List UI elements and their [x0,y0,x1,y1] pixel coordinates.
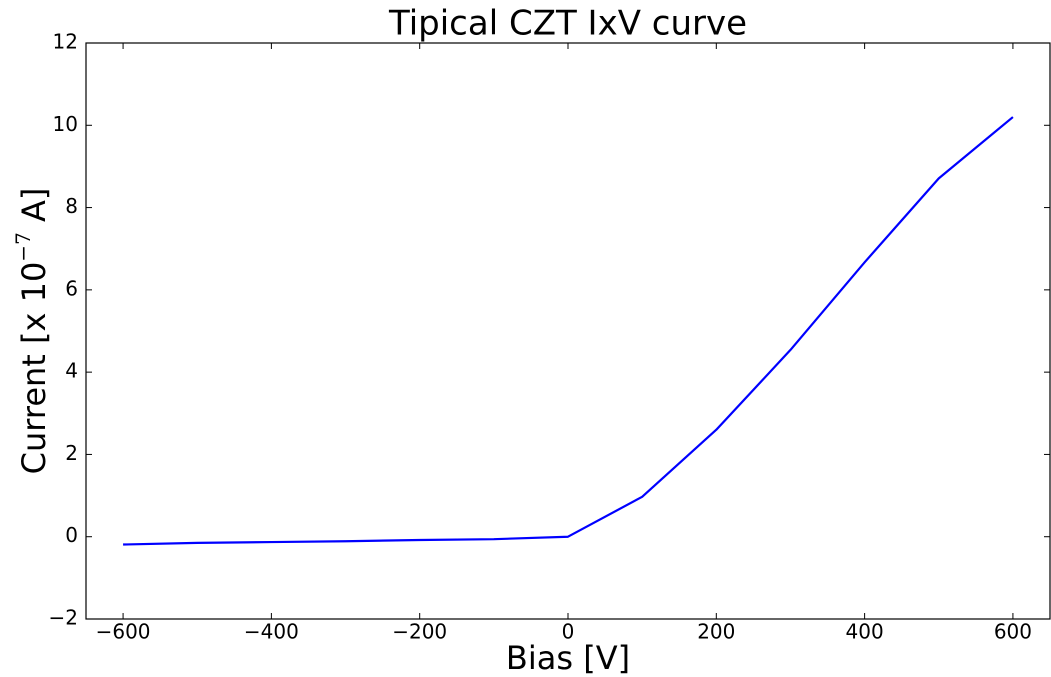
y-tick-label: 0 [65,523,78,547]
data-line [123,116,1014,546]
x-tick-label: −400 [244,620,299,644]
x-tick-label: 400 [846,620,884,644]
y-tick-label: 12 [53,30,78,54]
y-tick-label: 2 [65,441,78,465]
y-tick-label: −2 [49,606,78,630]
x-axis-label: Bias [V] [506,639,630,677]
x-tick-label: 200 [697,620,735,644]
y-tick-label: 8 [65,194,78,218]
y-axis-label: Current [x 10−7 A] [11,188,54,475]
x-tick-label: −600 [96,620,151,644]
x-tick-label: 600 [994,620,1032,644]
x-tick-label: −200 [392,620,447,644]
y-axis-label-exponent: −7 [11,232,35,261]
y-tick-label: 4 [65,359,78,383]
plot-frame [85,42,1051,620]
y-tick-label: 6 [65,276,78,300]
chart-title: Tipical CZT IxV curve [388,4,747,44]
y-axis-label-unit: A] [15,188,53,233]
y-tick-label: 10 [53,112,78,136]
x-tick-label: 0 [562,620,575,644]
y-axis-label-text: Current [x 10 [15,262,53,475]
